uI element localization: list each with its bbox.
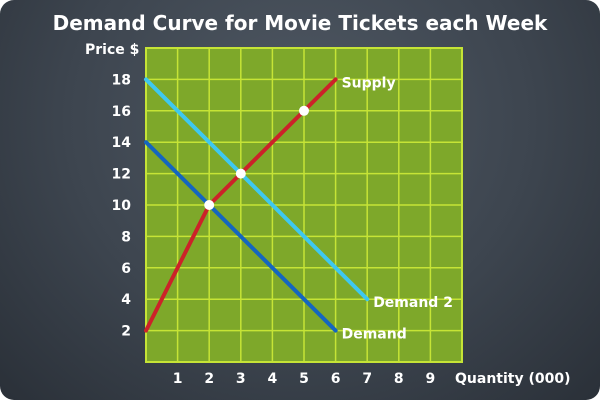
plot-area bbox=[145, 47, 463, 363]
x-tick-label: 2 bbox=[204, 371, 214, 387]
demand-line bbox=[144, 140, 338, 333]
x-tick-label: 3 bbox=[236, 371, 246, 387]
y-axis-label: Price $ bbox=[85, 42, 139, 58]
y-tick-label: 16 bbox=[112, 104, 131, 120]
equilibrium-markers bbox=[204, 105, 309, 210]
x-tick-label: 4 bbox=[268, 371, 278, 387]
demand-2-line bbox=[144, 77, 370, 302]
x-axis-ticks: 1 2 3 4 5 6 7 8 9 bbox=[173, 371, 436, 387]
x-tick-label: 9 bbox=[426, 371, 436, 387]
x-tick-label: 6 bbox=[331, 371, 341, 387]
x-tick-label: 1 bbox=[173, 371, 183, 387]
y-tick-label: 12 bbox=[112, 167, 131, 183]
y-tick-label: 8 bbox=[121, 229, 131, 245]
y-tick-label: 10 bbox=[112, 198, 132, 214]
supply-label: Supply bbox=[342, 75, 396, 91]
chart-title: Demand Curve for Movie Tickets each Week bbox=[53, 11, 548, 35]
demand-label: Demand bbox=[342, 327, 407, 343]
x-tick-label: 5 bbox=[299, 371, 309, 387]
y-tick-label: 2 bbox=[121, 324, 131, 340]
x-axis-label: Quantity (000) bbox=[455, 371, 571, 387]
x-tick-label: 8 bbox=[394, 371, 404, 387]
equilibrium-point bbox=[235, 168, 246, 179]
y-axis-ticks: 2 4 6 8 10 12 14 16 18 bbox=[112, 72, 132, 339]
equilibrium-point bbox=[204, 200, 215, 210]
y-tick-label: 6 bbox=[121, 261, 131, 277]
plot-border bbox=[145, 47, 463, 363]
y-tick-label: 4 bbox=[121, 292, 131, 308]
y-tick-label: 14 bbox=[112, 135, 132, 151]
series-labels: Supply Demand 2 Demand bbox=[342, 75, 453, 342]
demand-2-label: Demand 2 bbox=[373, 295, 453, 311]
y-tick-label: 18 bbox=[112, 72, 131, 88]
x-tick-label: 7 bbox=[362, 371, 372, 387]
equilibrium-point bbox=[299, 105, 309, 116]
